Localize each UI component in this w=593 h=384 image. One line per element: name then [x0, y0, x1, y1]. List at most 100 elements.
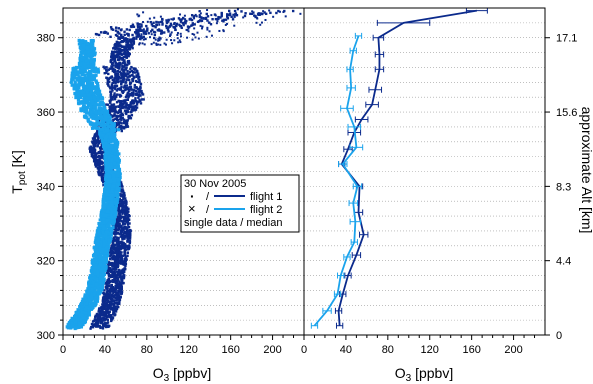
scatter-point	[114, 249, 117, 252]
scatter-point	[133, 86, 136, 89]
scatter-point	[131, 47, 134, 50]
scatter-point	[80, 299, 84, 304]
scatter-point	[122, 45, 125, 49]
scatter-point	[180, 18, 183, 21]
scatter-point	[106, 150, 110, 154]
scatter-point	[139, 82, 143, 86]
scatter-point	[127, 236, 130, 239]
scatter-point	[110, 109, 113, 113]
scatter-point	[120, 257, 123, 260]
scatter-point	[113, 166, 118, 170]
scatter-point	[120, 49, 123, 53]
scatter-point	[128, 237, 132, 240]
scatter-point	[100, 277, 104, 281]
scatter-point	[117, 297, 121, 300]
scatter-point	[123, 59, 126, 62]
scatter-point	[128, 246, 131, 249]
scatter-point	[105, 218, 109, 223]
scatter-point	[135, 35, 138, 38]
scatter-point	[124, 74, 128, 77]
scatter-point	[97, 137, 100, 140]
scatter-point	[90, 286, 94, 290]
scatter-point	[118, 172, 122, 176]
scatter-point	[116, 222, 120, 226]
scatter-point	[97, 170, 100, 174]
scatter-point	[121, 223, 125, 226]
scatter-point	[89, 72, 93, 76]
scatter-point	[129, 110, 133, 114]
scatter-point	[117, 237, 120, 241]
scatter-point	[101, 326, 105, 329]
scatter-point	[79, 301, 84, 306]
scatter-point	[87, 111, 91, 115]
scatter-point	[112, 79, 116, 82]
scatter-point	[110, 253, 113, 257]
scatter-point	[111, 308, 114, 311]
scatter-point	[125, 233, 129, 237]
scatter-point	[114, 275, 117, 278]
scatter-point	[96, 272, 100, 277]
scatter-point	[105, 181, 109, 185]
scatter-point	[102, 111, 106, 115]
scatter-point	[167, 18, 170, 22]
scatter-point	[113, 46, 116, 50]
scatter-point	[109, 87, 112, 90]
scatter-point	[132, 89, 136, 92]
scatter-point	[115, 236, 118, 240]
scatter-point	[123, 30, 126, 33]
scatter-point	[123, 254, 127, 257]
scatter-point	[117, 204, 120, 207]
scatter-point	[117, 305, 120, 309]
scatter-point	[167, 26, 170, 29]
scatter-point	[114, 225, 118, 229]
scatter-point	[94, 85, 98, 89]
scatter-point	[121, 230, 124, 233]
scatter-point	[90, 265, 95, 270]
scatter-point	[155, 20, 158, 24]
scatter-point	[97, 173, 101, 176]
scatter-point	[97, 310, 100, 313]
scatter-point	[95, 233, 99, 237]
scatter-point	[81, 82, 85, 86]
scatter-point	[83, 54, 87, 58]
scatter-point	[128, 240, 131, 243]
scatter-point	[131, 105, 135, 108]
scatter-point	[115, 294, 119, 297]
scatter-point	[109, 297, 112, 301]
scatter-point	[92, 292, 96, 297]
scatter-point	[89, 57, 93, 61]
scatter-point	[113, 209, 117, 213]
scatter-point	[106, 318, 109, 322]
scatter-point	[83, 73, 87, 77]
scatter-point	[88, 113, 92, 117]
scatter-point	[79, 325, 84, 329]
scatter-point	[107, 313, 111, 316]
scatter-point	[118, 272, 121, 275]
scatter-point	[132, 76, 136, 79]
scatter-point	[118, 105, 121, 108]
scatter-point	[109, 101, 112, 104]
scatter-point	[123, 261, 127, 264]
scatter-point	[97, 320, 100, 323]
scatter-point	[94, 153, 97, 156]
scatter-point	[119, 193, 123, 197]
scatter-point	[275, 11, 278, 15]
scatter-point	[106, 159, 110, 163]
scatter-point	[225, 14, 229, 18]
scatter-point	[92, 92, 96, 96]
scatter-point	[188, 18, 192, 21]
scatter-point	[71, 324, 75, 329]
scatter-point	[231, 18, 235, 21]
scatter-point	[98, 267, 102, 272]
scatter-point	[101, 271, 106, 276]
scatter-point	[140, 91, 144, 95]
scatter-point	[116, 41, 119, 45]
scatter-point	[89, 149, 92, 152]
scatter-point	[152, 21, 155, 24]
scatter-point	[84, 61, 88, 65]
scatter-point	[119, 248, 122, 251]
scatter-point	[95, 318, 98, 321]
scatter-point	[98, 276, 102, 280]
scatter-point	[135, 37, 138, 40]
scatter-point	[82, 319, 86, 324]
